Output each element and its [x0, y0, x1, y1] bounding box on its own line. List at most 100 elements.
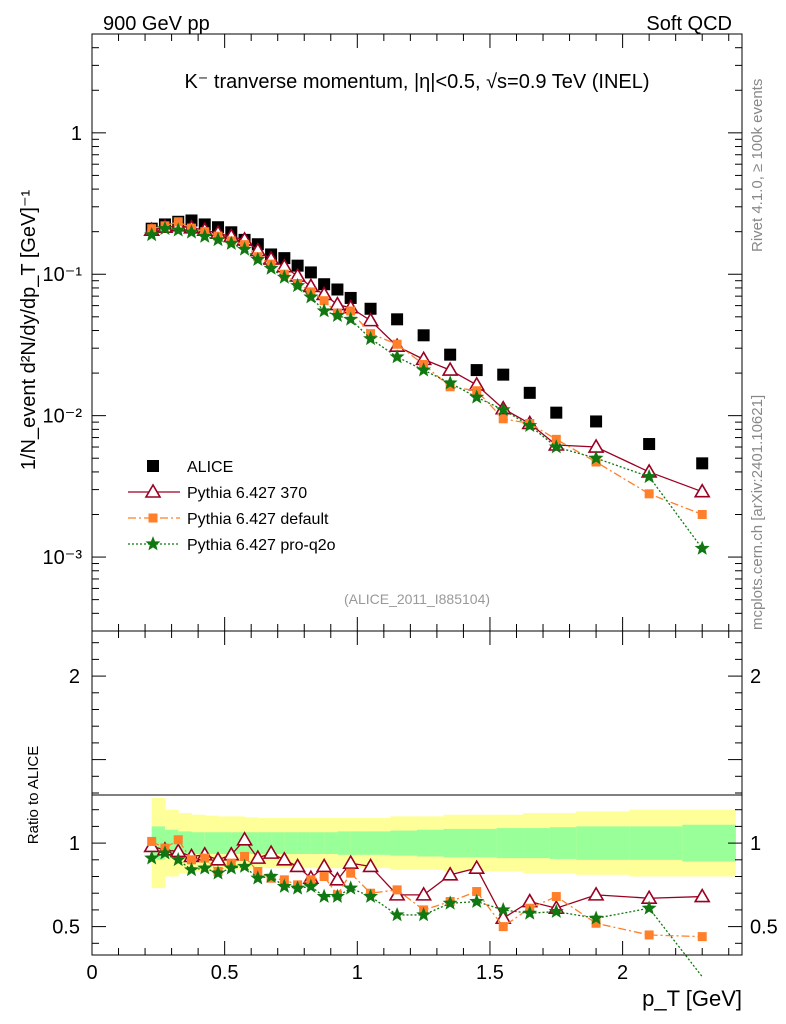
ratio-point-pq2o: [197, 860, 213, 875]
band-inner: [218, 832, 232, 854]
main-point-pdefault: [498, 414, 508, 424]
band-inner: [629, 826, 683, 860]
main-point-alice: [304, 266, 317, 279]
plot-title: K⁻ tranverse momentum, |η|<0.5, √s=0.9 T…: [184, 71, 649, 93]
header-left: 900 GeV pp: [103, 13, 210, 35]
legend-label-pq2o: Pythia 6.427 pro-q2o: [187, 537, 336, 554]
ratio-point-pq2o: [442, 895, 458, 910]
main-point-alice: [278, 252, 291, 265]
ratio-point-pdefault: [240, 851, 250, 861]
main-point-pq2o: [237, 241, 252, 256]
uncertainty-bands: [151, 798, 736, 889]
main-point-alice: [643, 438, 656, 451]
main-y-tick-label: 10⁻¹: [43, 264, 83, 286]
main-series-line-pq2o: [151, 228, 703, 549]
ratio-point-p370: [289, 857, 307, 873]
x-tick-label: 0.5: [211, 962, 239, 984]
main-point-pq2o: [210, 232, 226, 247]
ratio-point-pdefault: [697, 932, 707, 942]
main-point-pq2o: [548, 439, 564, 454]
analysis-id: (ALICE_2011_I885104): [344, 591, 490, 607]
main-point-p370: [693, 483, 711, 498]
main-point-pdefault: [319, 296, 329, 306]
ratio-y-axis-label: Ratio to ALICE: [25, 746, 42, 844]
band-inner: [496, 828, 524, 859]
ratio-point-pq2o: [170, 851, 186, 867]
main-point-alice: [331, 283, 344, 296]
main-point-pq2o: [290, 277, 306, 293]
main-data-points: [143, 214, 711, 555]
ratio-point-p370: [468, 859, 486, 874]
main-y-tick-label: 10⁻³: [43, 547, 83, 569]
ratio-point-pq2o: [522, 905, 538, 920]
ratio-point-pq2o: [290, 880, 306, 895]
main-point-pdefault: [173, 217, 183, 227]
legend: ALICE Pythia 6.427 370 Pythia 6.427 defaul…: [128, 459, 336, 554]
x-tick-label: 0: [86, 962, 97, 984]
main-point-alice: [291, 259, 304, 272]
ratio-y-tick-label-right: 1: [750, 833, 761, 855]
ratio-y-tick-label-right: 0.5: [750, 917, 778, 939]
main-point-alice: [590, 415, 603, 428]
x-tick-label: 2: [617, 962, 628, 984]
main-point-pq2o: [522, 417, 538, 432]
legend-marker-p370: [144, 483, 162, 498]
ratio-point-pq2o: [316, 888, 332, 903]
ratio-point-p370: [329, 871, 346, 886]
ratio-point-pq2o: [343, 880, 359, 895]
main-point-pq2o: [223, 235, 239, 250]
ratio-point-pq2o: [157, 845, 173, 860]
x-tick-label: 1: [352, 962, 363, 984]
main-point-pq2o: [641, 468, 657, 484]
ratio-point-pq2o: [144, 850, 160, 865]
band-inner: [390, 830, 418, 856]
ratio-point-p370: [315, 857, 333, 873]
band-inner: [310, 832, 325, 854]
main-y-tick-labels: 10⁻³ 10⁻² 10⁻¹ 1: [43, 123, 83, 569]
main-y-tick-label: 1: [71, 123, 82, 145]
band-inner: [191, 832, 206, 854]
band-inner: [284, 832, 299, 854]
ratio-point-p370: [249, 849, 267, 864]
band-inner: [324, 832, 338, 854]
main-point-alice: [470, 364, 483, 377]
ratio-data-points: [143, 831, 711, 978]
x-axis-label: p_T [GeV]: [642, 986, 742, 1011]
main-point-pq2o: [495, 401, 511, 417]
band-inner: [576, 826, 630, 860]
main-point-p370: [587, 438, 605, 453]
ratio-point-pq2o: [469, 893, 485, 908]
legend-marker-alice: [147, 460, 159, 472]
main-point-alice: [550, 406, 563, 419]
ratio-point-p370: [275, 851, 293, 866]
main-point-alice: [696, 457, 709, 470]
main-point-pq2o: [316, 303, 332, 318]
ratio-point-pdefault: [173, 835, 183, 845]
ratio-point-pq2o: [495, 902, 511, 917]
ratio-point-pq2o: [210, 865, 226, 880]
ratio-y-tick-label: 0.5: [52, 917, 80, 939]
main-point-pq2o: [389, 349, 405, 364]
band-inner: [297, 832, 312, 854]
main-point-pq2o: [588, 450, 604, 465]
ratio-point-pdefault: [644, 930, 654, 940]
main-point-p370: [441, 361, 459, 376]
ratio-plot-panel: 0.5 0.5 1 1 2 2 0 0.5 1 1.5 2: [52, 630, 778, 984]
ratio-point-pdefault: [346, 868, 356, 878]
band-inner: [350, 831, 365, 855]
rivet-label: Rivet 4.1.0, ≥ 100k events: [749, 79, 766, 252]
band-inner: [363, 831, 391, 855]
band-inner: [470, 828, 498, 858]
ratio-point-p370: [415, 886, 433, 901]
main-point-pq2o: [250, 251, 266, 266]
ratio-point-pq2o: [389, 907, 405, 922]
ratio-point-pq2o: [263, 868, 279, 883]
main-plot-panel: 10⁻³ 10⁻² 10⁻¹ 1 K⁻ tranverse momentum, |η|…: [43, 33, 743, 632]
ratio-point-p370: [342, 854, 360, 869]
main-point-pdefault: [591, 457, 601, 467]
main-point-pq2o: [363, 330, 379, 346]
main-point-pq2o: [694, 540, 710, 555]
ratio-point-p370: [236, 831, 253, 846]
band-inner: [549, 827, 577, 859]
